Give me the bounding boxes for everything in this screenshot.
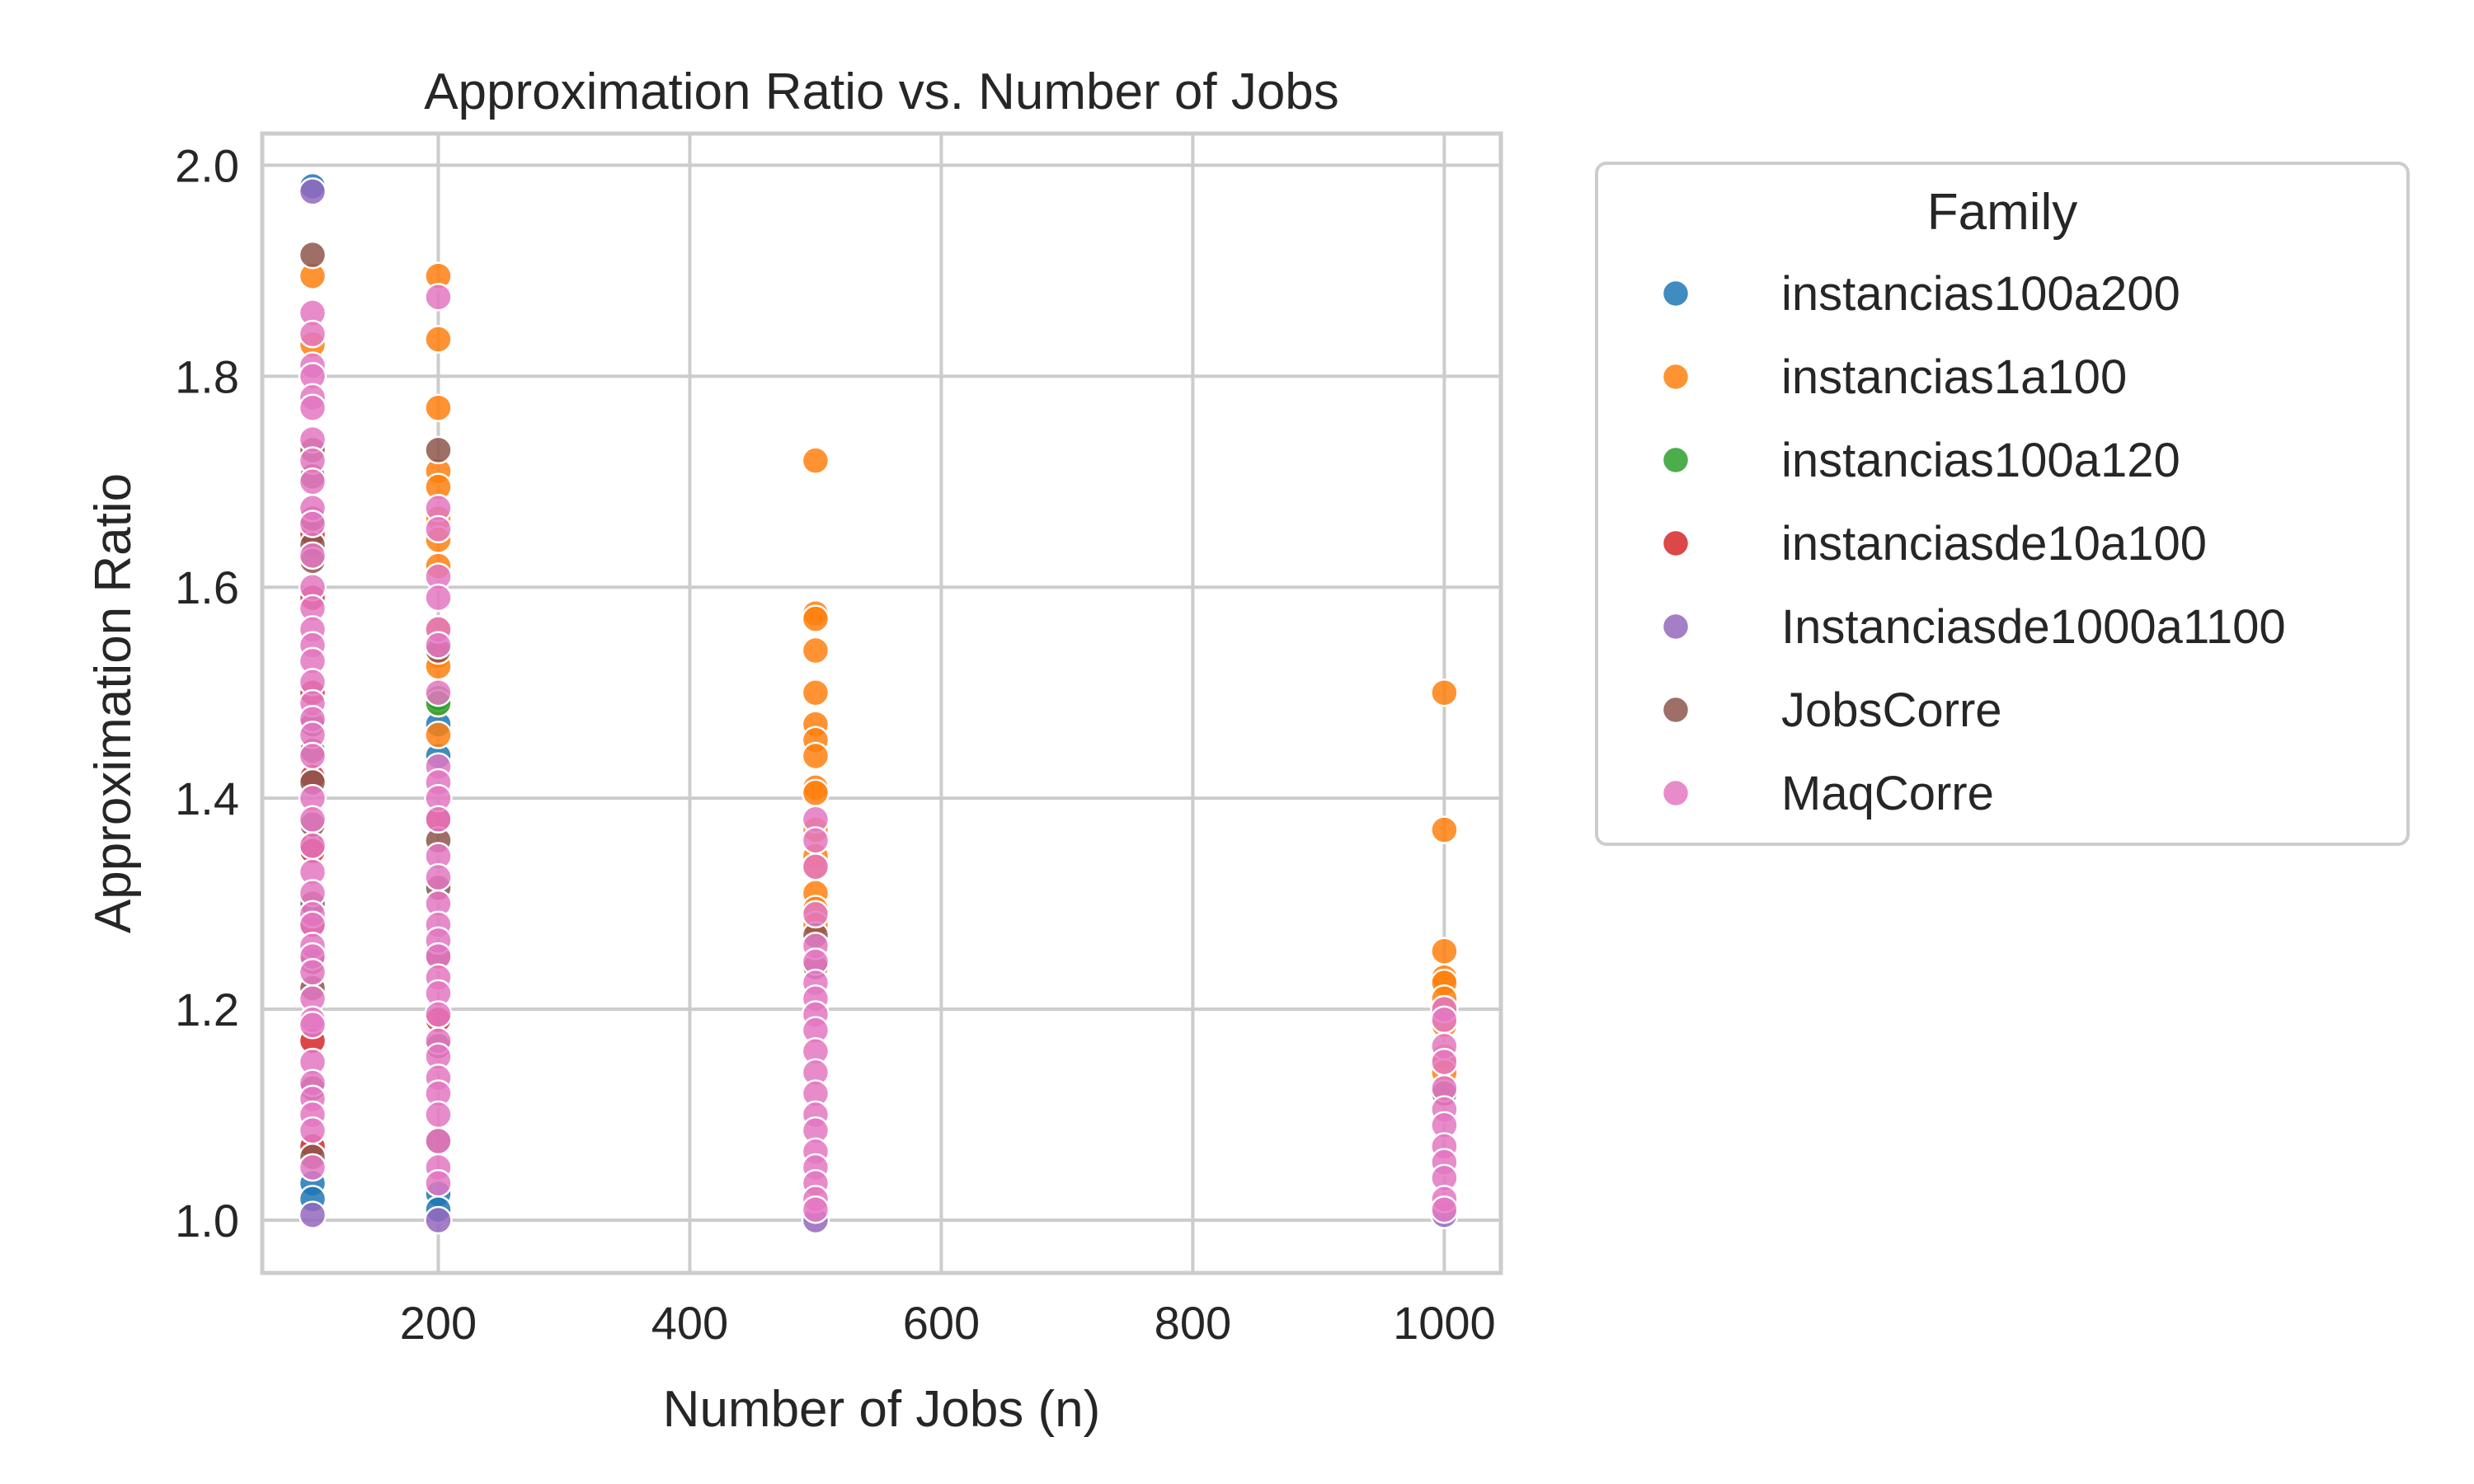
legend-item: instanciasde10a100: [1661, 517, 2207, 571]
y-tick-label: 1.8: [175, 350, 239, 402]
series-MaqCorre: [298, 283, 1459, 1224]
legend: Family instancias100a200instancias1a100i…: [1595, 162, 2410, 846]
data-point: [801, 604, 830, 633]
data-point: [801, 1195, 830, 1224]
data-point: [298, 177, 327, 206]
data-point: [298, 319, 327, 349]
chart-title: Approximation Ratio vs. Number of Jobs: [424, 63, 1339, 120]
legend-label: instanciasde10a100: [1781, 517, 2207, 571]
y-tick-label: 1.0: [175, 1195, 239, 1247]
data-point: [424, 1168, 453, 1198]
x-axis-label: Number of Jobs (n): [663, 1381, 1101, 1438]
legend-box: [1595, 162, 2410, 846]
legend-item: MaqCorre: [1661, 767, 1994, 820]
plot-frame: [260, 131, 1503, 1275]
legend-item: instancias1a100: [1661, 350, 2127, 404]
y-tick-label: 1.2: [175, 984, 239, 1036]
legend-item: instancias100a200: [1661, 267, 2180, 321]
legend-label: instancias100a120: [1781, 434, 2180, 487]
x-tick-label: 600: [903, 1297, 980, 1349]
data-point: [801, 852, 830, 881]
legend-label: JobsCorre: [1781, 683, 2002, 737]
y-axis-label: Approximation Ratio: [85, 473, 142, 933]
legend-label: instancias1a100: [1781, 350, 2127, 404]
x-tick-label: 400: [651, 1297, 728, 1349]
legend-label: instancias100a200: [1781, 267, 2180, 321]
data-point: [1430, 1195, 1459, 1224]
data-point: [424, 1205, 453, 1235]
legend-marker: [1661, 612, 1691, 641]
x-tick-label: 1000: [1393, 1297, 1496, 1349]
data-point: [1430, 678, 1459, 707]
data-point: [298, 240, 327, 270]
y-tick-label: 1.4: [175, 773, 239, 824]
data-point: [1430, 815, 1459, 844]
data-point: [801, 778, 830, 808]
data-point: [298, 1116, 327, 1145]
legend-label: MaqCorre: [1781, 767, 1994, 820]
data-point: [1430, 1047, 1459, 1077]
data-point: [424, 1000, 453, 1029]
data-point: [424, 721, 453, 749]
legend-marker: [1661, 778, 1691, 808]
data-points: [298, 171, 1459, 1235]
grid: [262, 134, 1501, 1273]
legend-marker: [1661, 362, 1691, 392]
data-point: [424, 583, 453, 613]
legend-title: Family: [1927, 184, 2078, 241]
data-point: [298, 805, 327, 834]
data-point: [801, 446, 830, 475]
legend-marker: [1661, 445, 1691, 475]
legend-items: instancias100a200 instancias1a100 instanci…: [1661, 267, 2286, 820]
legend-marker: [1661, 279, 1691, 308]
tick-labels: 200 400 600 800 1000 1.0 1.2 1.4 1.6 1.8 2.0: [175, 139, 1496, 1349]
x-tick-label: 800: [1155, 1297, 1231, 1349]
data-point: [298, 467, 327, 496]
y-tick-label: 1.6: [175, 561, 239, 613]
data-point: [801, 826, 830, 855]
data-point: [424, 325, 453, 354]
data-point: [298, 1011, 327, 1040]
legend-label: Instanciasde1000a1100: [1781, 600, 2286, 654]
data-point: [298, 541, 327, 571]
data-point: [1430, 1005, 1459, 1035]
legend-item: Instanciasde1000a1100: [1661, 600, 2286, 654]
data-point: [424, 862, 453, 892]
data-point: [801, 899, 830, 929]
legend-marker: [1661, 695, 1691, 725]
data-point: [424, 1126, 453, 1156]
data-point: [424, 514, 453, 544]
legend-marker: [1661, 528, 1691, 558]
legend-item: JobsCorre: [1661, 683, 2002, 737]
x-tick-label: 200: [400, 1297, 477, 1349]
data-point: [424, 435, 453, 465]
y-tick-label: 2.0: [175, 139, 239, 191]
data-point: [424, 1100, 453, 1129]
data-point: [424, 678, 453, 707]
data-point: [424, 283, 453, 312]
data-point: [298, 958, 327, 987]
data-point: [424, 393, 453, 422]
data-point: [801, 678, 830, 707]
data-point: [298, 741, 327, 771]
data-point: [424, 805, 453, 834]
legend-item: instancias100a120: [1661, 434, 2180, 487]
data-point: [298, 1200, 327, 1229]
data-point: [298, 831, 327, 860]
data-point: [298, 1153, 327, 1182]
data-point: [801, 741, 830, 771]
data-point: [801, 636, 830, 665]
data-point: [1430, 937, 1459, 965]
data-point: [298, 393, 327, 422]
data-point: [298, 510, 327, 538]
data-point: [424, 631, 453, 660]
